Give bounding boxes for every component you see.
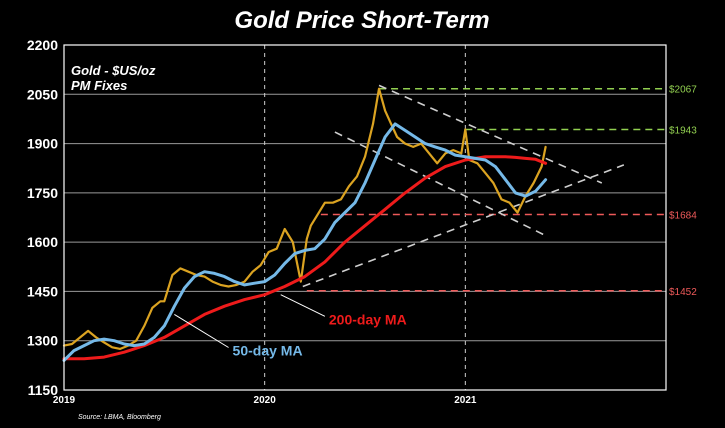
y-tick-1150: 1150 [28, 382, 59, 398]
x-tick-2020: 2020 [254, 395, 277, 406]
gold-price-line [62, 87, 547, 350]
trendline-0 [378, 84, 603, 184]
year-gridlines [264, 45, 466, 390]
ma200-label: 200-day MA [329, 311, 407, 327]
level-label-1684: $1684 [669, 211, 697, 222]
subtitle-line-1: Gold - $US/oz [71, 63, 156, 78]
series-lines [62, 87, 548, 362]
level-label-2067: $2067 [669, 85, 697, 96]
x-axis-ticks: 2019 2020 2021 [53, 395, 477, 406]
x-tick-2019: 2019 [53, 395, 76, 406]
subtitle-line-2: PM Fixes [71, 78, 127, 93]
series-annotations: 200-day MA 50-day MA [174, 294, 407, 359]
y-tick-1450: 1450 [27, 283, 58, 299]
x-tick-2021: 2021 [454, 395, 477, 406]
ma200-label-pointer [280, 294, 326, 317]
y-tick-1600: 1600 [27, 234, 58, 250]
y-tick-2050: 2050 [27, 86, 58, 102]
ma50-label-pointer [174, 314, 229, 348]
grid [64, 93, 666, 342]
source-note: Source: LBMA, Bloomberg [78, 414, 161, 421]
ma50-label: 50-day MA [233, 343, 303, 359]
level-label-1452: $1452 [669, 287, 697, 298]
ma50-line [62, 122, 548, 362]
ma200-line [62, 155, 548, 361]
y-tick-1900: 1900 [27, 136, 58, 152]
trendlines [302, 84, 625, 288]
y-tick-1750: 1750 [27, 185, 58, 201]
y-axis-ticks: 1150 1300 1450 1600 1750 1900 2050 2200 [27, 37, 58, 398]
trendline-2 [302, 164, 625, 288]
plot-frame [63, 44, 667, 391]
trendline-1 [334, 131, 546, 237]
y-tick-2200: 2200 [27, 37, 58, 53]
chart-title: Gold Price Short-Term [234, 7, 489, 34]
level-label-1943: $1943 [669, 125, 697, 136]
y-tick-1300: 1300 [27, 333, 58, 349]
